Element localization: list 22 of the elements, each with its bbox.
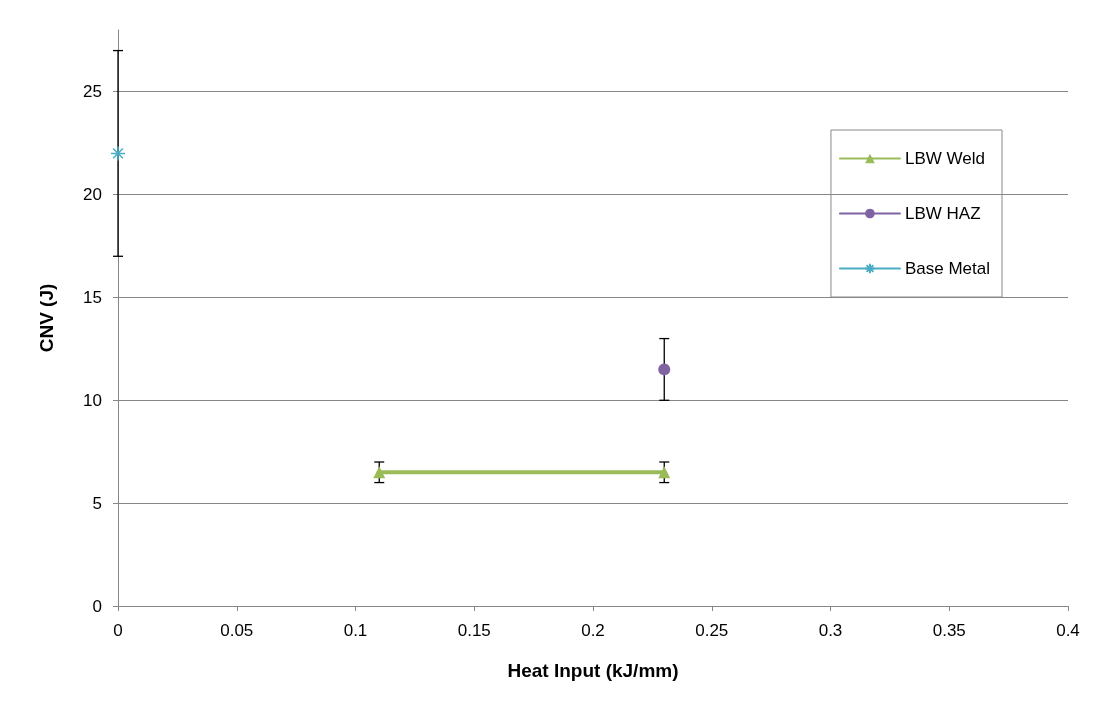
x-tick-label: 0.25 (695, 621, 729, 640)
point (110, 145, 126, 162)
x-tick-label: 0 (113, 621, 123, 640)
legend-label: LBW Weld (904, 149, 985, 168)
x-tick-label: 0.35 (932, 621, 966, 640)
y-tick-label: 15 (83, 287, 102, 307)
x-tick-label: 0.4 (1056, 621, 1080, 640)
legend-label: Base Metal (904, 259, 991, 278)
point (658, 363, 671, 376)
y-tick-label: 20 (83, 185, 102, 205)
legend-label: LBW HAZ (904, 204, 981, 223)
y-tick-label: 5 (92, 493, 102, 513)
y-tick-label: 10 (83, 390, 102, 410)
y-tick-label: 25 (83, 82, 102, 102)
x-tick-label: 0.05 (220, 621, 254, 640)
x-tick-label: 0.2 (581, 621, 605, 640)
x-tick-label: 0.1 (343, 621, 368, 640)
x-tick-label: 0.3 (818, 621, 843, 640)
x-tick-label: 0.15 (457, 621, 491, 640)
x-axis-title: Heat Input (kJ/mm) (507, 660, 679, 681)
y-axis-title: CNV (J) (36, 283, 57, 353)
y-tick-label: 0 (92, 596, 102, 616)
